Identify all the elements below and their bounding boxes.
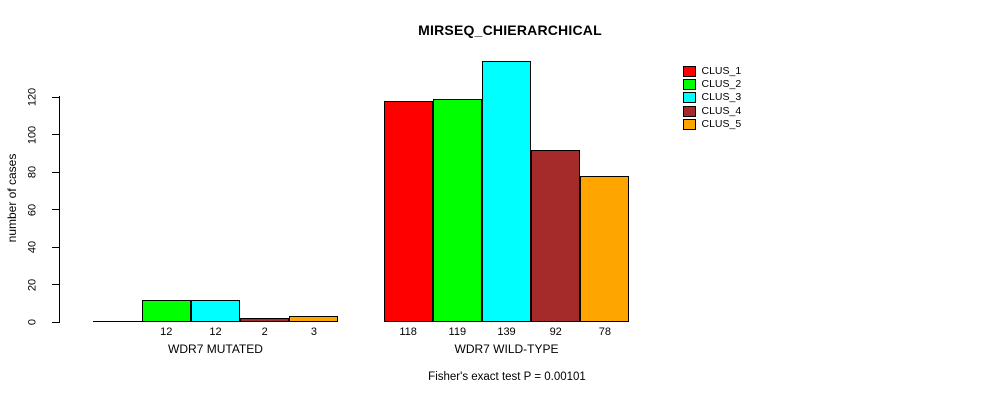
bar: [190, 299, 241, 322]
y-axis-tick: [52, 321, 59, 323]
bar: [289, 316, 339, 322]
bar-value-label: 118: [399, 326, 417, 338]
y-axis-tick: [52, 246, 59, 248]
bar-value-label: 92: [549, 326, 562, 338]
category-label: WDR7 MUTATED: [168, 342, 263, 356]
y-tick-label: 40: [26, 240, 39, 254]
y-tick-label: 80: [26, 165, 39, 179]
y-tick-label: 60: [26, 203, 39, 216]
legend-label: CLUS_2: [701, 78, 742, 91]
legend-swatch-icon: [683, 92, 696, 104]
y-axis-tick: [52, 209, 59, 210]
legend-label: CLUS_1: [701, 65, 742, 78]
bar: [531, 149, 581, 322]
y-tick-label: 20: [26, 278, 39, 291]
bar-value-label: 119: [448, 326, 467, 338]
bar-value-label: 12: [160, 326, 173, 338]
bar: [580, 175, 630, 322]
bar: [240, 318, 290, 322]
bar-value-label: 2: [261, 326, 268, 338]
bar: [432, 98, 482, 322]
y-axis-tick: [52, 134, 59, 135]
bar-value-label: 12: [209, 326, 222, 338]
legend-item: CLUS_3: [683, 91, 742, 104]
legend-swatch-icon: [683, 79, 696, 91]
legend-swatch-icon: [683, 66, 696, 78]
bar-value-label: 139: [497, 326, 516, 338]
y-axis-tick: [52, 171, 59, 173]
legend-swatch-icon: [683, 105, 696, 117]
category-label: WDR7 WILD-TYPE: [454, 342, 559, 356]
bar: [481, 61, 532, 322]
legend-label: CLUS_4: [701, 104, 742, 117]
y-tick-label: 120: [26, 87, 39, 107]
legend-label: CLUS_5: [701, 117, 742, 130]
y-axis-tick: [52, 284, 59, 285]
legend-item: CLUS_2: [683, 78, 742, 91]
stat-caption: Fisher's exact test P = 0.00101: [428, 371, 586, 383]
bar: [92, 321, 142, 322]
bar: [141, 299, 191, 322]
legend-label: CLUS_3: [701, 91, 742, 104]
y-tick-label: 100: [26, 125, 39, 144]
bar: [383, 100, 433, 322]
y-tick-label: 0: [26, 318, 39, 326]
y-axis-line: [59, 96, 60, 323]
legend: CLUS_1 CLUS_2 CLUS_3 CLUS_4 CLUS_5: [683, 66, 741, 130]
bar-value-label: 78: [598, 326, 612, 338]
y-axis-tick: [52, 96, 59, 98]
legend-item: CLUS_5: [683, 117, 742, 130]
bar-value-label: 3: [310, 326, 317, 338]
legend-item: CLUS_1: [683, 65, 742, 78]
chart-title: MIRSEQ_CHIERARCHICAL: [418, 22, 602, 38]
legend-item: CLUS_4: [683, 104, 742, 117]
legend-swatch-icon: [683, 118, 696, 130]
